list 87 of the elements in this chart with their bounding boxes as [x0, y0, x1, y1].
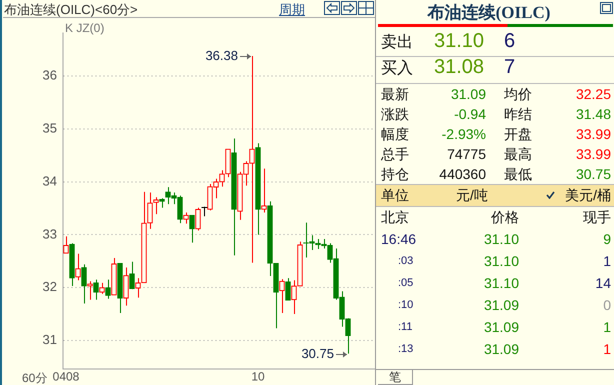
- text: :05: [398, 277, 414, 289]
- x-tick-label: 10: [251, 370, 265, 384]
- text: 最新: [381, 86, 409, 104]
- text: :03: [398, 255, 414, 267]
- text: 31.09: [484, 341, 519, 357]
- candlestick: [261, 168, 267, 214]
- text: 440360: [439, 166, 486, 182]
- text: 74775: [447, 146, 486, 162]
- y-tick-label: 32: [42, 279, 57, 294]
- candlestick: [75, 253, 81, 281]
- candlestick: [153, 196, 159, 215]
- chart-subtitle: K JZ(0): [65, 21, 104, 35]
- annotation: 30.75: [301, 346, 334, 362]
- candlestick: [147, 192, 153, 230]
- text: :13: [398, 343, 414, 355]
- candlestick: [63, 236, 69, 254]
- candlestick: [129, 261, 135, 290]
- text: 最低: [504, 166, 532, 184]
- text: 31.09: [450, 86, 486, 102]
- text: 现手: [583, 209, 611, 227]
- text: 31.08: [434, 56, 484, 79]
- text: 31.48: [576, 106, 611, 122]
- text: :10: [398, 299, 414, 311]
- text: 最高: [504, 146, 532, 164]
- text: -2.93%: [442, 126, 486, 142]
- text: 总手: [381, 146, 409, 164]
- candlestick: [99, 282, 105, 294]
- text: 1: [603, 253, 611, 269]
- candlestick: [195, 207, 201, 232]
- text: 60分: [22, 370, 48, 385]
- text: 6: [504, 30, 516, 53]
- text: 31.10: [434, 30, 484, 53]
- candlestick: [183, 212, 189, 224]
- candlestick: [279, 278, 285, 314]
- text: 0: [603, 297, 611, 313]
- candlestick: [123, 267, 129, 306]
- text: 价格: [491, 209, 519, 227]
- y-tick-label: 33: [42, 226, 57, 242]
- text: 昨结: [504, 106, 532, 124]
- text: 幅度: [381, 126, 409, 144]
- candlestick: [201, 206, 208, 217]
- text: -0.94: [454, 106, 486, 122]
- text: 卖出: [381, 32, 413, 53]
- candlestick: [189, 214, 195, 244]
- text: 元/吨: [456, 187, 488, 205]
- text: 16:46: [381, 231, 416, 247]
- text: 31.10: [484, 231, 519, 247]
- candlestick: [159, 198, 165, 208]
- text: 1: [603, 319, 611, 335]
- text: 均价: [504, 86, 532, 104]
- text: 31.10: [484, 253, 519, 269]
- text: 14: [595, 275, 611, 291]
- text: 9: [603, 231, 611, 247]
- text: 30.75: [576, 166, 611, 182]
- candlestick: [225, 148, 231, 178]
- candlestick: [81, 264, 87, 304]
- candlestick: [93, 279, 99, 300]
- candlestick: [285, 278, 291, 301]
- candlestick: [105, 279, 111, 300]
- candlestick: [87, 280, 93, 300]
- text: 31.09: [484, 319, 519, 335]
- text: 33.99: [576, 126, 611, 142]
- text: 笔: [378, 369, 413, 385]
- text: 31.09: [484, 297, 519, 313]
- text: 北京: [381, 209, 409, 227]
- text: 1: [603, 341, 611, 357]
- text: 周期: [279, 1, 305, 19]
- text: 持仓: [381, 166, 409, 184]
- x-tick-label: 0408: [52, 370, 80, 384]
- text: :11: [398, 321, 412, 333]
- text: 开盘: [504, 126, 532, 144]
- text: 单位: [381, 187, 409, 205]
- text: 32.25: [576, 86, 611, 102]
- candlestick: [291, 280, 297, 315]
- y-tick-label: 36: [42, 68, 57, 83]
- y-tick-label: 35: [42, 120, 57, 136]
- text: 7: [504, 56, 516, 79]
- annotation: 36.38: [205, 48, 238, 64]
- text: 33.99: [576, 146, 611, 162]
- y-tick-label: 31: [42, 332, 57, 348]
- text: 买入: [381, 58, 413, 79]
- text: 31.10: [484, 275, 519, 291]
- chart-title: 布油连续(OILC)<60分>: [4, 1, 138, 19]
- text: 美元/桶: [565, 187, 611, 205]
- text: 涨跌: [381, 106, 409, 124]
- y-tick-label: 34: [42, 173, 57, 188]
- text: 布油连续(OILC): [426, 2, 552, 24]
